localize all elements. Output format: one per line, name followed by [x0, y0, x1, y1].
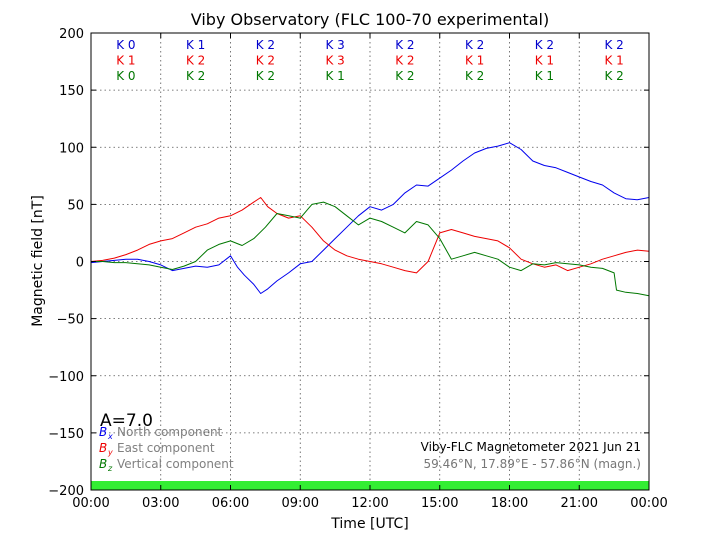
legend-symbol: B	[99, 425, 107, 439]
k-index-label: K 2	[604, 38, 623, 52]
x-tick-label: 06:00	[212, 496, 249, 511]
legend-subscript: y	[107, 448, 113, 457]
series-line-bx	[90, 142, 650, 294]
x-axis-label: Time [UTC]	[330, 516, 408, 532]
x-tick-label: 00:00	[630, 496, 667, 511]
k-index-label: K 2	[186, 69, 205, 83]
legend-label: North component	[117, 425, 223, 439]
k-index-label: K 3	[325, 54, 344, 68]
x-tick-label: 03:00	[142, 496, 179, 511]
k-index-label: K 2	[465, 38, 484, 52]
x-tick-label: 15:00	[421, 496, 458, 511]
x-tick-label: 00:00	[72, 496, 109, 511]
a-index: A=7.0	[100, 411, 153, 431]
legend-subscript: x	[107, 432, 113, 441]
y-tick-label: −50	[57, 313, 84, 328]
legend-symbol: B	[99, 457, 107, 471]
k-index-label: K 2	[604, 69, 623, 83]
k-index-label: K 2	[256, 69, 275, 83]
k-index-label: K 2	[465, 69, 484, 83]
legend-symbol: B	[99, 441, 107, 455]
k-index-label: K 2	[395, 54, 414, 68]
k-index-label: K 0	[116, 38, 135, 52]
k-index-label: K 1	[535, 54, 554, 68]
y-tick-label: 50	[67, 198, 84, 213]
k-index-label: K 1	[535, 69, 554, 83]
k-index-label: K 2	[186, 54, 205, 68]
k-index-label: K 2	[256, 54, 275, 68]
k-index-label: K 2	[256, 38, 275, 52]
k-index-label: K 1	[325, 69, 344, 83]
series-line-bz	[91, 201, 650, 297]
k-index-label: K 1	[186, 38, 205, 52]
y-tick-label: 200	[59, 27, 84, 42]
k-index-label: K 1	[116, 54, 135, 68]
x-tick-label: 09:00	[282, 496, 319, 511]
x-tick-label: 21:00	[561, 496, 598, 511]
y-tick-label: −150	[48, 427, 84, 442]
k-index-label: K 0	[116, 69, 135, 83]
info-line-2: 59.46°N, 17.89°E - 57.86°N (magn.)	[424, 457, 641, 471]
axis-ticks: 00:00 03:00 06:00 09:00 12:00 15:00 18:00 21:00…	[48, 27, 667, 511]
k-index-label: K 2	[395, 38, 414, 52]
y-axis-label: Magnetic field [nT]	[30, 195, 46, 327]
k-index-label: K 2	[395, 69, 414, 83]
legend-subscript: z	[107, 464, 113, 473]
series-lines	[90, 142, 650, 297]
y-tick-label: 100	[59, 141, 84, 156]
k-index-label: K 3	[325, 38, 344, 52]
x-tick-label: 18:00	[491, 496, 528, 511]
k-index-label: K 2	[535, 38, 554, 52]
series-line-by	[90, 197, 650, 274]
y-tick-label: 0	[76, 256, 84, 271]
k-index-label: K 1	[465, 54, 484, 68]
x-tick-label: 12:00	[351, 496, 388, 511]
k-index-label: K 1	[604, 54, 623, 68]
legend-label: Vertical component	[117, 457, 234, 471]
y-tick-label: −100	[48, 370, 84, 385]
y-tick-label: 150	[59, 84, 84, 99]
legend-label: East component	[117, 441, 215, 455]
y-tick-label: −200	[48, 484, 84, 499]
chart-title: Viby Observatory (FLC 100-70 experimenta…	[191, 10, 550, 29]
info-line-1: Viby-FLC Magnetometer 2021 Jun 21	[421, 440, 641, 454]
